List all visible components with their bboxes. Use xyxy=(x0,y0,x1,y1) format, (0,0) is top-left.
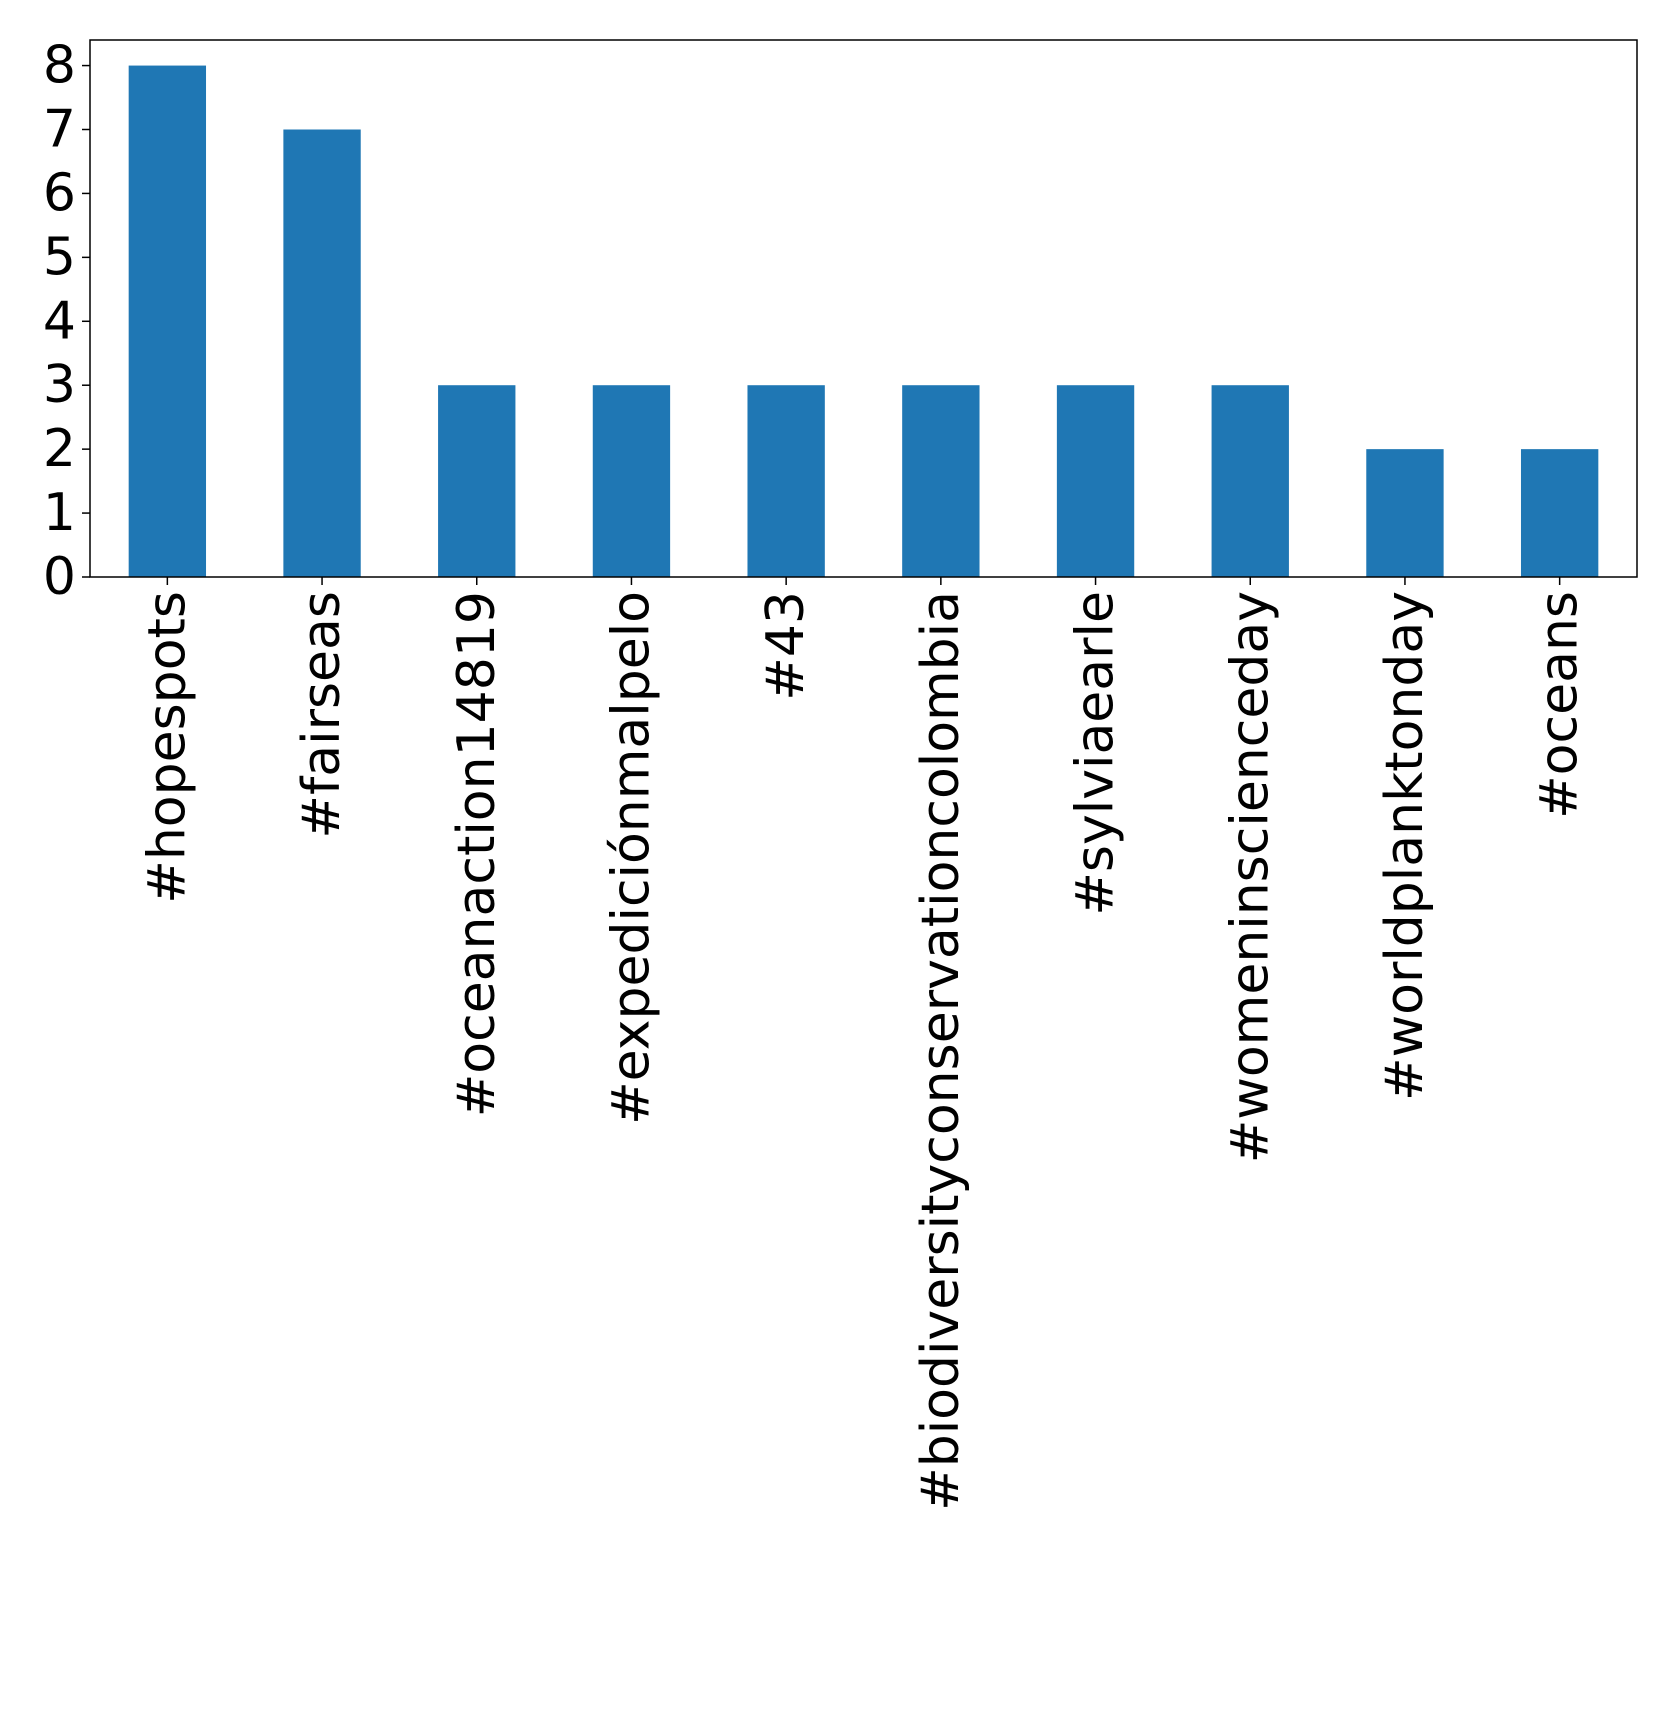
bar-6 xyxy=(1056,385,1135,577)
x-tick-label: #expediciónmalpelo xyxy=(601,591,661,1125)
x-tick-label: #fairseas xyxy=(292,591,352,839)
y-tick-label: 7 xyxy=(43,100,76,160)
x-tick-label: #sylviaearle xyxy=(1066,591,1126,916)
x-tick-label: #womeninscienceday xyxy=(1220,591,1280,1163)
y-tick-label: 6 xyxy=(43,163,76,223)
y-tick-label: 4 xyxy=(43,291,76,351)
x-tick-label: #oceans xyxy=(1530,591,1590,819)
bar-1 xyxy=(283,129,361,577)
y-tick-label: 0 xyxy=(43,547,76,607)
y-tick-label: 1 xyxy=(43,483,76,543)
y-tick-label: 3 xyxy=(43,355,76,415)
x-axis: #hopespots #fairseas #oceanaction14819 #exp… xyxy=(137,577,1590,1511)
bar-2 xyxy=(438,385,516,577)
bar-7 xyxy=(1211,385,1289,577)
bars-group xyxy=(128,65,1599,578)
x-tick-label: #oceanaction14819 xyxy=(447,591,507,1117)
bar-5 xyxy=(902,385,980,577)
bar-4 xyxy=(747,385,825,577)
bar-0 xyxy=(128,65,207,578)
x-tick-label: #worldplanktonday xyxy=(1375,591,1435,1101)
bar-9 xyxy=(1520,449,1599,577)
x-tick-label: #43 xyxy=(756,591,816,701)
plot-frame xyxy=(89,39,1638,578)
bar-8 xyxy=(1366,449,1444,577)
y-tick-label: 2 xyxy=(43,419,76,479)
y-tick-label: 5 xyxy=(43,227,76,287)
x-tick-label: #biodiversityconservationcolombia xyxy=(911,591,971,1511)
y-tick-label: 8 xyxy=(43,36,76,96)
bar-3 xyxy=(592,385,671,577)
x-tick-label: #hopespots xyxy=(137,591,197,904)
